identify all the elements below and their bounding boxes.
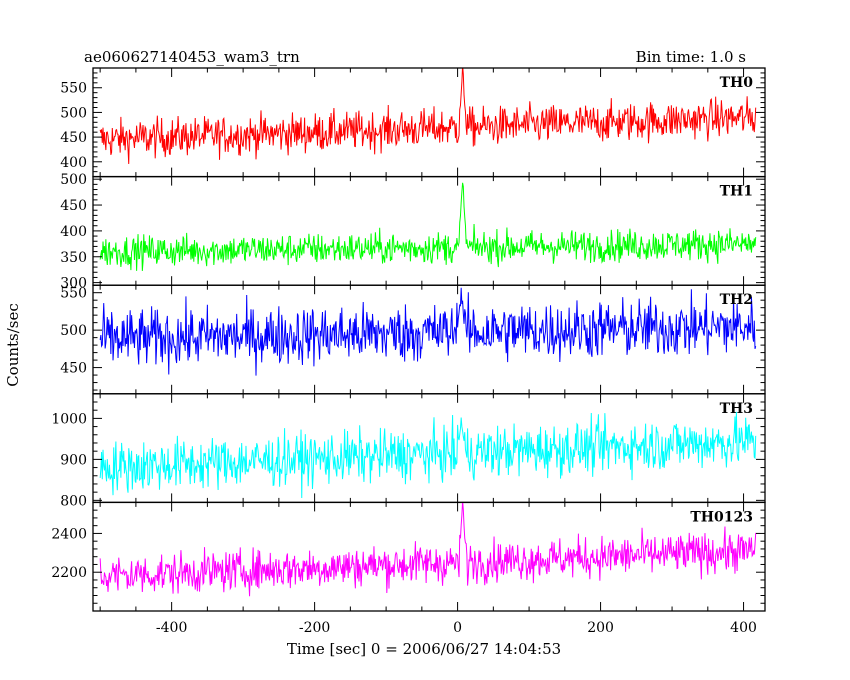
panel-th2: 450 500 550 TH2 (60, 284, 766, 395)
y-tick-label: 800 (60, 493, 87, 509)
y-tick-label: 2200 (51, 565, 87, 581)
panel-label-th0123: TH0123 (690, 509, 753, 525)
y-tick-label: 900 (60, 452, 87, 468)
panel-label-th1: TH1 (720, 184, 753, 200)
y-tick-label: 450 (60, 130, 87, 146)
x-tick-label: -200 (299, 620, 330, 636)
chart-title: ae060627140453_wam3_trn (84, 48, 300, 66)
y-axis-label: Counts/sec (4, 303, 22, 387)
y-tick-label: 350 (60, 250, 87, 266)
y-tick-label: 300 (60, 276, 87, 292)
y-tick-label: 400 (60, 155, 87, 171)
panel-frame (92, 175, 766, 286)
x-axis: -400 -200 0 200 400 (156, 620, 757, 636)
series-th3-line (99, 411, 757, 499)
x-tick-label: -400 (156, 620, 187, 636)
panel-th1: 300 350 400 450 500 TH1 (60, 172, 766, 292)
panel-label-th2: TH2 (720, 292, 753, 308)
y-tick-label: 500 (60, 323, 87, 339)
y-tick-label: 500 (60, 172, 87, 188)
y-tick-label: 550 (60, 286, 87, 302)
panel-frame (92, 393, 766, 504)
bin-time-label: Bin time: 1.0 s (636, 48, 746, 66)
panels: 400 450 500 550 TH0 300 350 400 450 500 TH1 450 500 5… (51, 67, 766, 612)
series-th0123-line (99, 502, 757, 597)
series-th0-line (99, 68, 757, 164)
y-tick-label: 500 (60, 105, 87, 121)
x-tick-label: 400 (730, 620, 757, 636)
x-tick-label: 200 (587, 620, 614, 636)
y-tick-label: 1000 (51, 411, 87, 427)
series-th1-line (99, 182, 757, 271)
panel-label-th3: TH3 (720, 401, 753, 417)
panel-label-th0: TH0 (720, 75, 754, 91)
series-th2-line (99, 287, 757, 376)
y-tick-label: 400 (60, 224, 87, 240)
x-tick-label: 0 (453, 620, 462, 636)
panel-th0: 400 450 500 550 TH0 (60, 67, 766, 178)
y-tick-label: 450 (60, 361, 87, 377)
y-tick-label: 2400 (51, 526, 87, 542)
y-tick-label: 550 (60, 81, 87, 97)
y-tick-label: 450 (60, 198, 87, 214)
x-axis-label: Time [sec] 0 = 2006/06/27 14:04:53 (287, 640, 561, 658)
panel-th0123: 2200 2400 TH0123 (51, 501, 766, 612)
panel-th3: 800 900 1000 TH3 (51, 393, 766, 509)
